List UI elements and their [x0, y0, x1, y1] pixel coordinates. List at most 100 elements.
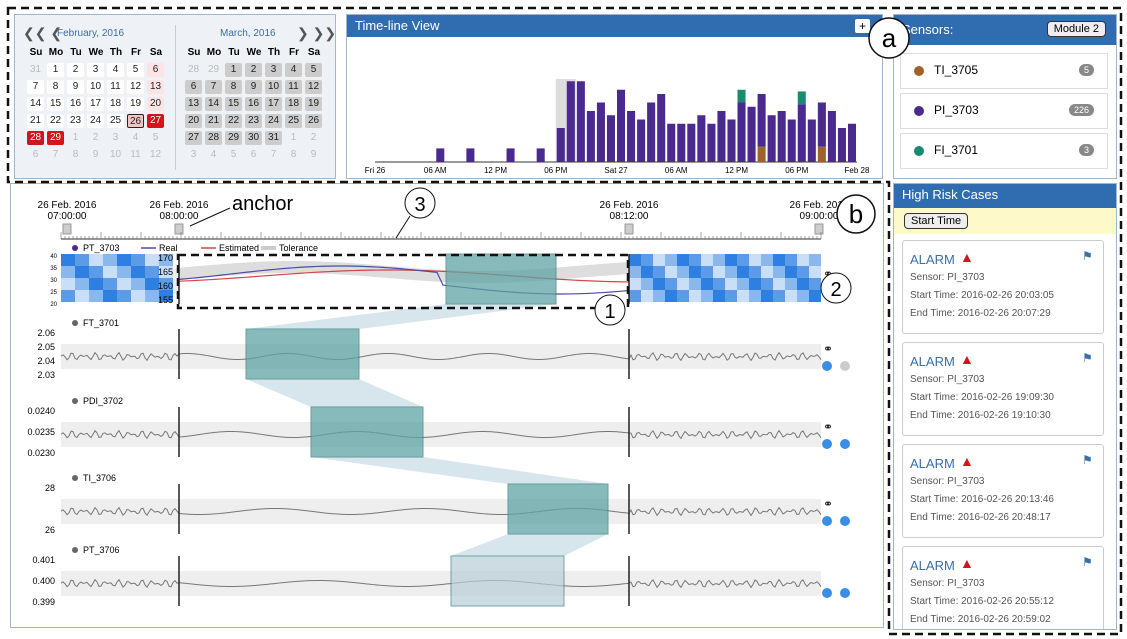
day[interactable]: 13	[147, 80, 164, 94]
day[interactable]: 8	[47, 80, 64, 94]
day[interactable]: 16	[67, 97, 84, 111]
day[interactable]: 3	[112, 132, 119, 143]
day[interactable]: 12	[305, 80, 322, 94]
day[interactable]: 5	[127, 63, 144, 77]
day[interactable]: 25	[107, 114, 124, 128]
day[interactable]: 25	[285, 114, 302, 128]
heat-cell	[117, 278, 131, 290]
day[interactable]: 21	[205, 114, 222, 128]
day[interactable]: 20	[147, 97, 164, 111]
sort-select[interactable]: Start Time	[904, 213, 969, 229]
day[interactable]: 9	[67, 80, 84, 94]
day[interactable]: 14	[27, 97, 44, 111]
day[interactable]: 5	[230, 149, 237, 160]
day[interactable]: 2	[245, 63, 262, 77]
day[interactable]: 26	[305, 114, 322, 128]
day[interactable]: 13	[185, 97, 202, 111]
day[interactable]: 2	[310, 132, 317, 143]
day[interactable]: 4	[285, 63, 302, 77]
day[interactable]: 27	[147, 114, 164, 128]
day[interactable]: 19	[127, 97, 144, 111]
day[interactable]: 1	[290, 132, 297, 143]
day[interactable]: 28	[27, 131, 44, 145]
day[interactable]: 4	[132, 132, 139, 143]
day[interactable]: 15	[47, 97, 64, 111]
day[interactable]: 9	[92, 149, 99, 160]
nav-next[interactable]: ❯ ❯❯	[297, 25, 336, 41]
sensor-item[interactable]	[900, 53, 1108, 89]
day[interactable]: 23	[245, 114, 262, 128]
day[interactable]: 31	[29, 64, 42, 75]
heat-tick: 30	[50, 278, 57, 284]
day[interactable]: 3	[190, 149, 197, 160]
day[interactable]: 28	[187, 64, 200, 75]
day[interactable]: 19	[305, 97, 322, 111]
day[interactable]: 9	[310, 149, 317, 160]
day[interactable]: 5	[152, 132, 159, 143]
day[interactable]: 31	[265, 131, 282, 145]
day[interactable]: 21	[27, 114, 44, 128]
day[interactable]: 2	[67, 63, 84, 77]
day[interactable]: 8	[72, 149, 79, 160]
day[interactable]: 28	[205, 131, 222, 145]
day[interactable]: 29	[225, 131, 242, 145]
day[interactable]: 16	[245, 97, 262, 111]
day[interactable]: 6	[250, 149, 257, 160]
day[interactable]: 1	[225, 63, 242, 77]
day[interactable]: 1	[72, 132, 79, 143]
day[interactable]: 7	[52, 149, 59, 160]
day[interactable]: 18	[285, 97, 302, 111]
day[interactable]: 12	[149, 149, 162, 160]
day[interactable]: 24	[265, 114, 282, 128]
day[interactable]: 8	[225, 80, 242, 94]
day[interactable]: 3	[265, 63, 282, 77]
day[interactable]: 15	[225, 97, 242, 111]
day[interactable]: 24	[87, 114, 104, 128]
bar	[737, 102, 746, 162]
sensor-dot	[914, 146, 924, 156]
day[interactable]: 9	[245, 80, 262, 94]
module-select[interactable]: Module 2	[1046, 21, 1106, 37]
day[interactable]: 17	[87, 97, 104, 111]
day[interactable]: 6	[32, 149, 39, 160]
sensor-item[interactable]	[900, 133, 1108, 169]
day[interactable]: 27	[185, 131, 202, 145]
heat-cell	[749, 278, 761, 290]
day[interactable]: 4	[107, 63, 124, 77]
day[interactable]: 29	[47, 131, 64, 145]
day[interactable]: 7	[27, 80, 44, 94]
day[interactable]: 14	[205, 97, 222, 111]
day[interactable]: 10	[109, 149, 122, 160]
day[interactable]: 8	[290, 149, 297, 160]
day[interactable]: 29	[207, 64, 220, 75]
day[interactable]: 7	[270, 149, 277, 160]
y-tick-label: 0.400	[32, 576, 55, 586]
day[interactable]: 10	[265, 80, 282, 94]
day[interactable]: 22	[47, 114, 64, 128]
heat-cell	[677, 278, 689, 290]
add-button[interactable]: +	[854, 19, 870, 33]
day[interactable]: 30	[245, 131, 262, 145]
day[interactable]: 11	[130, 149, 141, 160]
day[interactable]: 17	[265, 97, 282, 111]
day[interactable]: 2	[92, 132, 99, 143]
day[interactable]: 6	[147, 63, 164, 77]
day[interactable]: 26	[127, 114, 144, 128]
axis-time: 08:00:00	[160, 211, 199, 222]
day[interactable]: 4	[210, 149, 217, 160]
day[interactable]: 10	[87, 80, 104, 94]
heat-cell	[797, 278, 809, 290]
day[interactable]: 22	[225, 114, 242, 128]
day[interactable]: 12	[127, 80, 144, 94]
day[interactable]: 6	[185, 80, 202, 94]
day[interactable]: 3	[87, 63, 104, 77]
day[interactable]: 23	[67, 114, 84, 128]
day[interactable]: 11	[285, 80, 302, 94]
day[interactable]: 5	[305, 63, 322, 77]
heat-tick: 35	[50, 266, 57, 272]
day[interactable]: 1	[47, 63, 64, 77]
day[interactable]: 20	[185, 114, 202, 128]
day[interactable]: 7	[205, 80, 222, 94]
day[interactable]: 18	[107, 97, 124, 111]
day[interactable]: 11	[107, 80, 124, 94]
